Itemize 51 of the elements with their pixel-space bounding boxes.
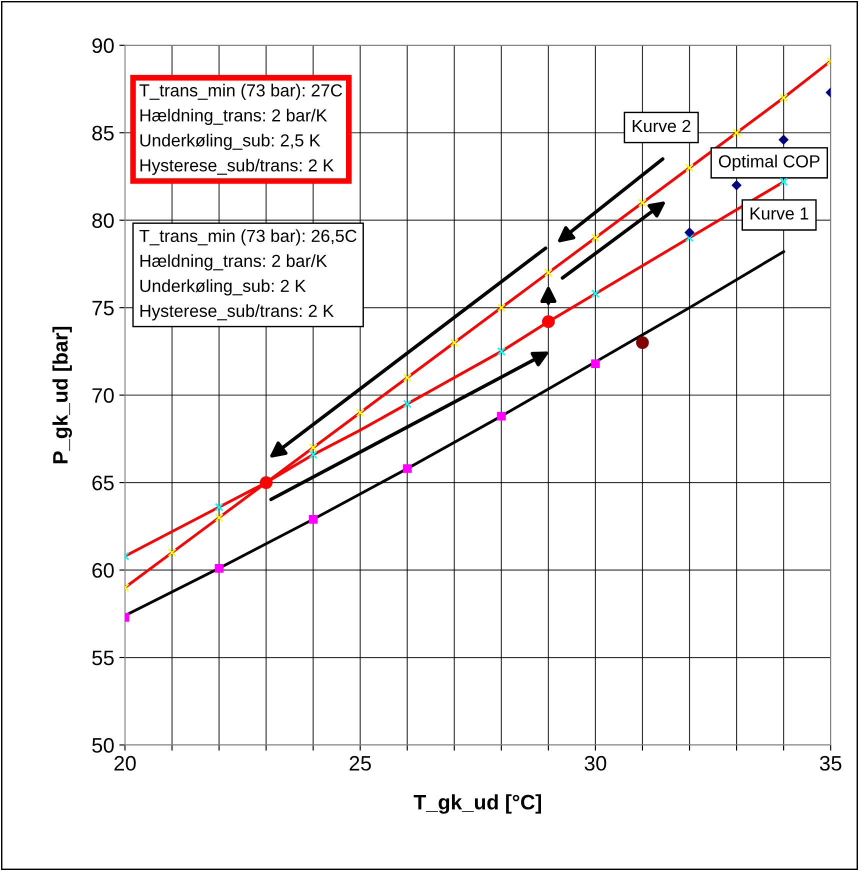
x-tick-label: 35	[820, 756, 842, 771]
point	[450, 338, 459, 347]
annotation: T_trans_min (73 bar): 26,5C Hældning_trans: 2 bar/K Underkøling_sub: 2 K Hysterese_sub/trans: 2 K	[139, 229, 357, 320]
y-tick-label: 75	[92, 300, 114, 316]
y-tick-label: 65	[92, 476, 114, 490]
point	[402, 464, 412, 473]
annotation: Kurve 2	[632, 120, 690, 132]
point	[260, 476, 273, 489]
point	[732, 128, 741, 138]
point	[308, 515, 318, 524]
point	[779, 177, 788, 186]
point	[497, 412, 506, 420]
point	[591, 359, 600, 368]
x-tick-label: 20	[114, 756, 136, 771]
point	[214, 564, 224, 573]
point	[638, 198, 647, 208]
point	[591, 289, 600, 298]
y-axis-title: P_gk_ud [bar]	[52, 326, 72, 464]
y-tick-label: 85	[92, 126, 114, 141]
point	[356, 408, 365, 417]
point	[497, 347, 506, 356]
point	[685, 163, 694, 172]
point	[778, 134, 788, 145]
point	[779, 93, 788, 102]
point	[214, 502, 224, 512]
x-axis-title: T_gk_ud [°C]	[414, 794, 542, 814]
y-tick-label: 55	[92, 650, 114, 666]
y-tick-label: 50	[92, 738, 114, 753]
y-tick-label: 70	[92, 388, 114, 403]
annotation: Kurve 1	[750, 208, 808, 220]
point	[308, 450, 318, 459]
point	[308, 443, 318, 452]
y-tick-label: 60	[92, 563, 114, 578]
point	[402, 373, 412, 382]
point	[542, 315, 555, 328]
point	[497, 303, 506, 312]
point	[214, 513, 224, 522]
point	[684, 228, 694, 238]
point	[402, 400, 412, 408]
annotation: T_trans_min (73 bar): 27C Hældning_trans: 2 bar/K Underkøling_sub: 2,5 K Hysterese_sub/trans: 2 K	[139, 84, 342, 175]
x-tick-label: 30	[584, 756, 606, 771]
point	[544, 268, 553, 277]
point	[168, 548, 176, 557]
y-tick-label: 90	[92, 38, 114, 54]
point	[636, 336, 649, 350]
point	[591, 233, 600, 242]
y-tick-label: 80	[92, 213, 114, 228]
annotation: Optimal COP	[718, 154, 820, 171]
point	[732, 180, 742, 190]
x-tick-label: 25	[350, 756, 371, 771]
point	[685, 233, 694, 242]
